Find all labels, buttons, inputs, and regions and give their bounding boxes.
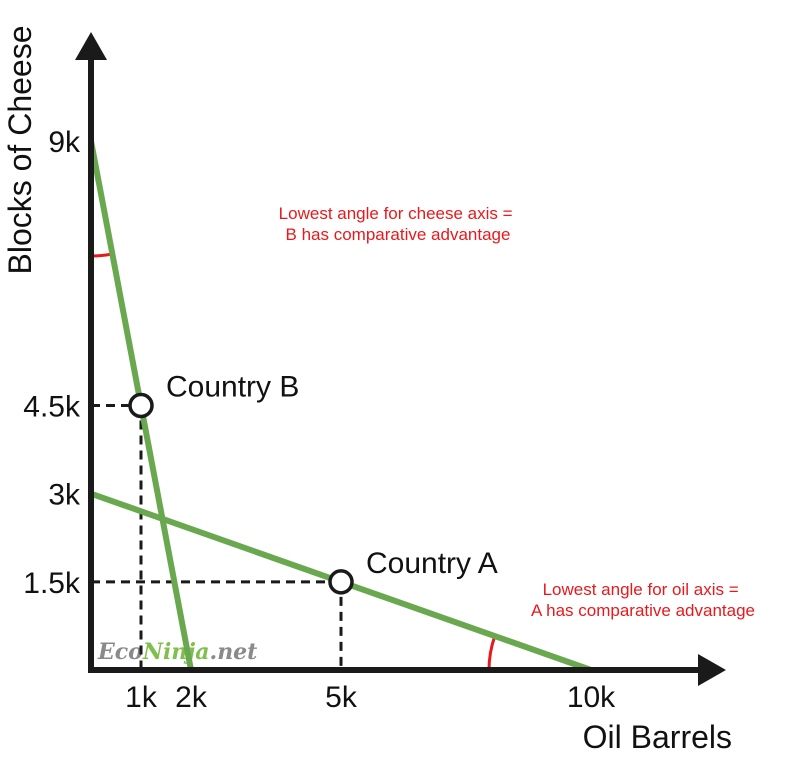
x-tick-label-3: 10k xyxy=(567,681,616,714)
cheese-angle-note: Lowest angle for cheese axis = B has com… xyxy=(279,204,518,244)
x-axis-arrow xyxy=(698,654,726,686)
watermark-net: .net xyxy=(210,639,258,665)
x-tick-label-2: 5k xyxy=(325,681,358,714)
country-label-1: Country A xyxy=(366,547,498,580)
oil-note-line-1: Lowest angle for oil axis = xyxy=(543,580,739,599)
y-tick-label-2: 3k xyxy=(48,479,81,512)
watermark-eco: Eco xyxy=(97,639,143,665)
country-point-0 xyxy=(128,392,154,419)
oil-note-line-2: A has comparative advantage xyxy=(531,601,755,620)
country-label-0: Country B xyxy=(166,371,299,404)
x-tick-label-1: 2k xyxy=(175,681,208,714)
y-axis-arrow xyxy=(75,32,107,60)
x-axis-title: Oil Barrels xyxy=(583,719,732,755)
x-tick-label-0: 1k xyxy=(125,681,158,714)
country-points: Country B Country A xyxy=(128,371,498,595)
guide-lines xyxy=(91,404,343,670)
econinja-watermark: EcoNinja.net xyxy=(97,639,257,665)
oil-angle-arc xyxy=(487,635,497,671)
cheese-note-line-1: Lowest angle for cheese axis = xyxy=(279,204,513,223)
oil-angle-note: Lowest angle for oil axis = A has compar… xyxy=(531,580,755,620)
y-tick-label-1: 4.5k xyxy=(23,391,81,424)
country-point-1 xyxy=(328,569,354,595)
y-tick-label-0: 9k xyxy=(48,126,81,159)
y-axis-title: Blocks of Cheese xyxy=(2,25,38,274)
watermark-ninja: Ninja xyxy=(142,639,210,665)
tick-labels: 1k 2k 5k 10k 9k 4.5k 3k 1.5k xyxy=(23,126,616,714)
y-tick-label-3: 1.5k xyxy=(23,567,81,600)
cheese-angle-arc xyxy=(90,252,113,258)
cheese-note-line-2: B has comparative advantage xyxy=(286,225,511,244)
